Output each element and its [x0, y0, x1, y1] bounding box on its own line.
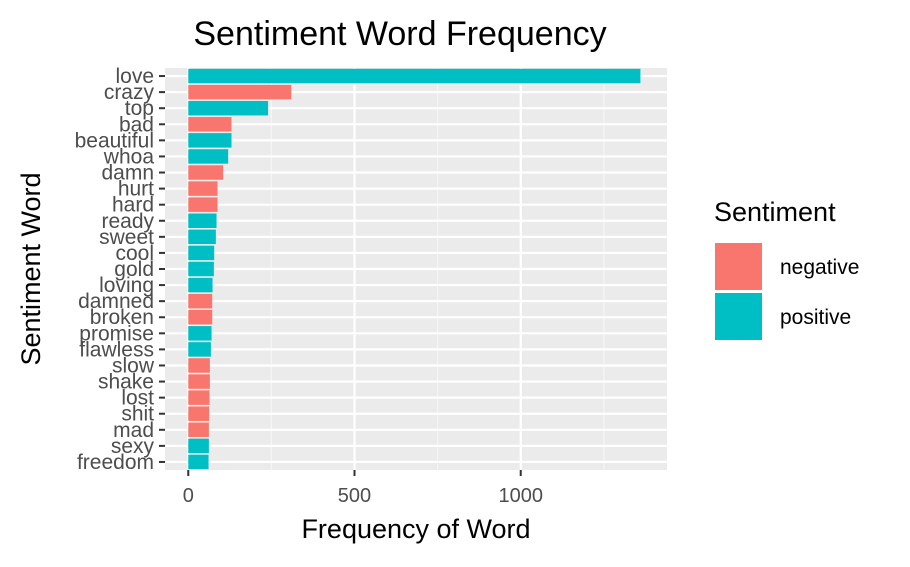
y-tick-label: lost	[121, 387, 154, 410]
y-axis-title: Sentiment Word	[16, 172, 46, 365]
y-tick-label: bad	[119, 113, 154, 136]
legend-label-positive: positive	[780, 306, 851, 329]
y-tick-label: damned	[78, 290, 154, 313]
bar-damned	[188, 293, 213, 309]
chart-title: Sentiment Word Frequency	[193, 15, 606, 53]
bars	[188, 68, 641, 470]
y-tick-label: freedom	[77, 451, 154, 474]
x-tick-label: 500	[338, 485, 371, 507]
bar-damn	[188, 165, 224, 180]
y-tick-label: shake	[98, 371, 154, 394]
bar-bad	[188, 117, 232, 132]
bar-shit	[188, 406, 210, 421]
bar-beautiful	[188, 133, 232, 148]
bar-mad	[188, 422, 209, 438]
y-tick-label: hard	[112, 194, 154, 217]
y-tick-label: hurt	[118, 178, 154, 201]
legend-label-negative: negative	[780, 256, 859, 279]
bar-sweet	[188, 229, 216, 245]
y-axis: lovecrazytopbadbeautifulwhoadamnhurthard…	[75, 65, 165, 474]
y-tick-label: top	[125, 97, 154, 120]
bar-ready	[188, 213, 217, 228]
legend: Sentiment negative positive	[713, 197, 859, 342]
y-tick-label: gold	[114, 258, 154, 281]
y-tick-label: broken	[90, 306, 154, 329]
legend-key-positive	[713, 291, 764, 342]
legend-items: negative positive	[713, 241, 859, 342]
y-tick-label: mad	[113, 419, 154, 442]
y-tick-label: cool	[115, 242, 154, 265]
bar-gold	[188, 261, 214, 277]
y-tick-label: ready	[101, 210, 154, 233]
x-tick-label: 0	[183, 485, 194, 507]
bar-hurt	[188, 181, 218, 196]
bar-flawless	[188, 342, 211, 357]
bar-crazy	[188, 84, 292, 100]
bar-hard	[188, 197, 218, 212]
bar-shake	[188, 374, 210, 389]
y-tick-label: promise	[79, 322, 154, 345]
bar-promise	[188, 326, 212, 341]
bar-slow	[188, 358, 210, 373]
x-axis: 0 500 1000	[183, 470, 543, 507]
x-tick-label: 1000	[498, 485, 543, 507]
y-tick-label: sexy	[111, 435, 155, 458]
y-tick-label: loving	[99, 274, 154, 297]
legend-key-negative	[713, 241, 764, 292]
y-tick-label: beautiful	[75, 129, 154, 152]
y-tick-label: shit	[121, 403, 154, 426]
y-tick-label: slow	[112, 354, 155, 377]
bar-lost	[188, 390, 210, 405]
bar-broken	[188, 310, 213, 325]
y-tick-label: damn	[101, 162, 154, 185]
bar-cool	[188, 245, 215, 261]
bar-loving	[188, 277, 213, 293]
x-axis-title: Frequency of Word	[301, 514, 530, 544]
y-tick-label: flawless	[79, 338, 154, 361]
y-tick-label: sweet	[99, 226, 154, 249]
bar-love	[188, 68, 641, 84]
y-tick-label: crazy	[104, 81, 155, 104]
bar-top	[188, 100, 269, 116]
y-tick-label: whoa	[103, 145, 155, 168]
y-tick-label: love	[115, 65, 154, 88]
legend-title: Sentiment	[714, 197, 836, 227]
bar-whoa	[188, 149, 229, 164]
bar-sexy	[188, 438, 209, 454]
bar-freedom	[188, 454, 209, 470]
